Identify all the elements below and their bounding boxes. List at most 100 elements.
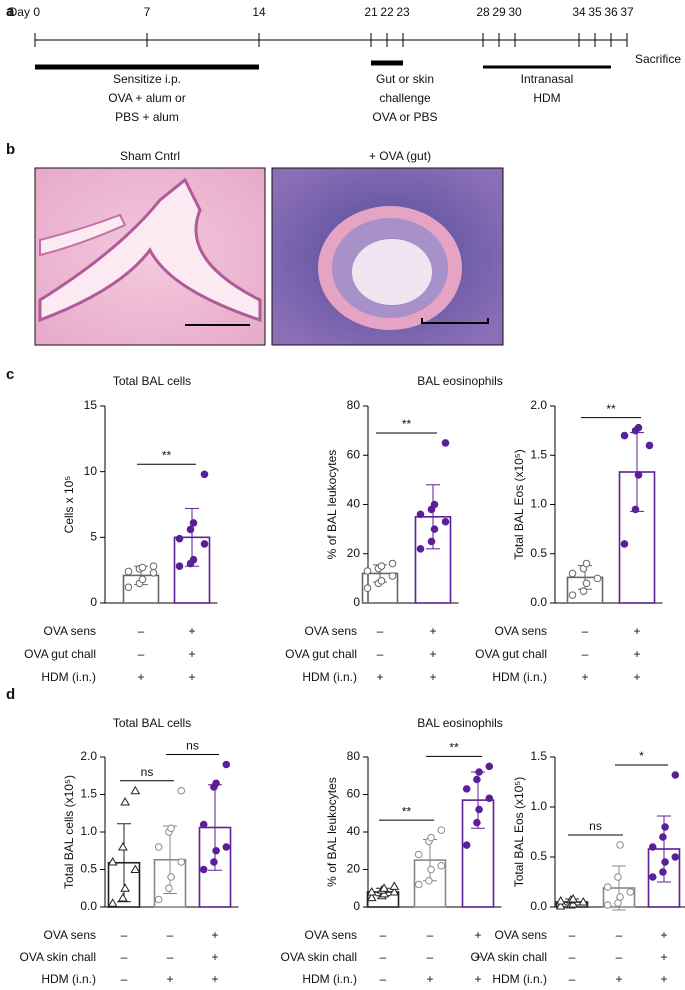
chart-title: BAL eosinophils bbox=[417, 716, 503, 730]
data-point bbox=[616, 893, 624, 901]
condition-label: OVA sens bbox=[495, 928, 547, 942]
significance-label: ns bbox=[141, 765, 154, 779]
data-point bbox=[363, 584, 372, 593]
data-point bbox=[138, 563, 147, 572]
condition-value: + bbox=[166, 972, 173, 986]
y-tick-label: 0.0 bbox=[530, 595, 547, 609]
timeline-bar-text: OVA + alum or bbox=[108, 91, 185, 105]
timeline-tick-label: 36 bbox=[604, 5, 618, 19]
y-tick-label: 5 bbox=[90, 530, 97, 544]
condition-value: + bbox=[137, 670, 144, 684]
data-point bbox=[427, 865, 435, 874]
y-tick-label: 0 bbox=[353, 899, 360, 913]
data-point bbox=[154, 895, 163, 904]
data-point bbox=[568, 591, 577, 599]
timeline-tick-label: 21 bbox=[364, 5, 378, 19]
data-point bbox=[555, 900, 566, 910]
y-axis-label: Total BAL Eos (x10⁵) bbox=[512, 449, 526, 560]
data-point bbox=[366, 886, 377, 896]
significance-label: ** bbox=[449, 741, 459, 755]
y-tick-label: 40 bbox=[347, 824, 361, 838]
y-tick-label: 1.5 bbox=[530, 447, 547, 461]
data-point bbox=[377, 577, 386, 585]
data-point bbox=[377, 562, 386, 570]
condition-value: – bbox=[380, 950, 387, 964]
panel-label: d bbox=[6, 686, 15, 703]
data-point bbox=[462, 841, 471, 849]
significance-label: ** bbox=[162, 448, 172, 462]
timeline-bar-text: HDM bbox=[533, 91, 560, 105]
data-point bbox=[416, 510, 425, 519]
data-point bbox=[167, 873, 175, 881]
condition-value: + bbox=[660, 928, 667, 942]
data-point bbox=[177, 786, 186, 795]
y-tick-label: 10 bbox=[84, 464, 98, 478]
data-point bbox=[568, 893, 578, 903]
data-point bbox=[427, 833, 435, 842]
y-axis-label: % of BAL leukocytes bbox=[325, 450, 339, 560]
condition-value: – bbox=[569, 950, 576, 964]
condition-value: + bbox=[188, 647, 195, 661]
y-tick-label: 80 bbox=[347, 398, 361, 412]
histology-1 bbox=[34, 167, 266, 346]
data-point bbox=[579, 587, 588, 595]
significance-label: ** bbox=[402, 417, 412, 431]
data-point bbox=[130, 864, 141, 873]
data-point bbox=[462, 785, 471, 793]
data-point bbox=[473, 818, 481, 827]
timeline-bar-text: OVA or PBS bbox=[372, 110, 437, 124]
data-point bbox=[416, 545, 425, 553]
data-point bbox=[120, 796, 130, 806]
y-tick-label: 0.5 bbox=[80, 862, 97, 876]
data-point bbox=[475, 805, 483, 814]
y-tick-label: 0 bbox=[353, 595, 360, 609]
condition-label: OVA sens bbox=[305, 928, 357, 942]
y-tick-label: 1.5 bbox=[80, 787, 97, 801]
histology-2 bbox=[271, 167, 504, 346]
panel-label: c bbox=[6, 366, 14, 383]
data-point bbox=[388, 559, 397, 568]
data-point bbox=[614, 873, 622, 881]
condition-value: + bbox=[188, 670, 195, 684]
data-point bbox=[425, 876, 433, 885]
data-point bbox=[634, 471, 643, 479]
condition-value: – bbox=[138, 624, 145, 638]
timeline-bar-text: Sensitize i.p. bbox=[113, 72, 181, 86]
condition-value: + bbox=[474, 950, 481, 964]
timeline-tick-label: 23 bbox=[396, 5, 410, 19]
y-tick-label: 80 bbox=[347, 749, 361, 763]
y-axis-label: % of BAL leukocytes bbox=[325, 777, 339, 887]
data-point bbox=[165, 884, 173, 893]
condition-label: OVA gut chall bbox=[285, 647, 357, 661]
data-point bbox=[593, 574, 602, 583]
condition-value: – bbox=[427, 950, 434, 964]
timeline-bar-text: Gut or skin bbox=[376, 72, 434, 86]
data-point bbox=[441, 517, 450, 526]
condition-value: + bbox=[633, 647, 640, 661]
timeline-bar-text: Intranasal bbox=[521, 72, 574, 86]
data-point bbox=[186, 525, 195, 534]
data-point bbox=[210, 858, 218, 866]
condition-value: + bbox=[660, 950, 667, 964]
data-point bbox=[634, 423, 643, 432]
timeline-end-label: Sacrifice bbox=[635, 52, 681, 66]
condition-value: – bbox=[380, 928, 387, 942]
timeline-tick-label: 22 bbox=[380, 5, 394, 19]
data-point bbox=[199, 865, 208, 874]
condition-value: + bbox=[660, 972, 667, 986]
data-point bbox=[582, 579, 591, 588]
data-point bbox=[427, 537, 436, 546]
condition-value: – bbox=[121, 928, 128, 942]
condition-value: – bbox=[121, 972, 128, 986]
timeline-tick-label: 30 bbox=[508, 5, 522, 19]
significance-label: ** bbox=[402, 804, 412, 818]
timeline-bar-text: PBS + alum bbox=[115, 110, 179, 124]
data-point bbox=[603, 901, 612, 909]
data-point bbox=[616, 841, 624, 849]
data-point bbox=[175, 534, 184, 543]
data-point bbox=[120, 883, 130, 892]
timeline-tick-label: 14 bbox=[252, 5, 266, 19]
data-point bbox=[222, 760, 231, 769]
data-point bbox=[124, 583, 133, 592]
